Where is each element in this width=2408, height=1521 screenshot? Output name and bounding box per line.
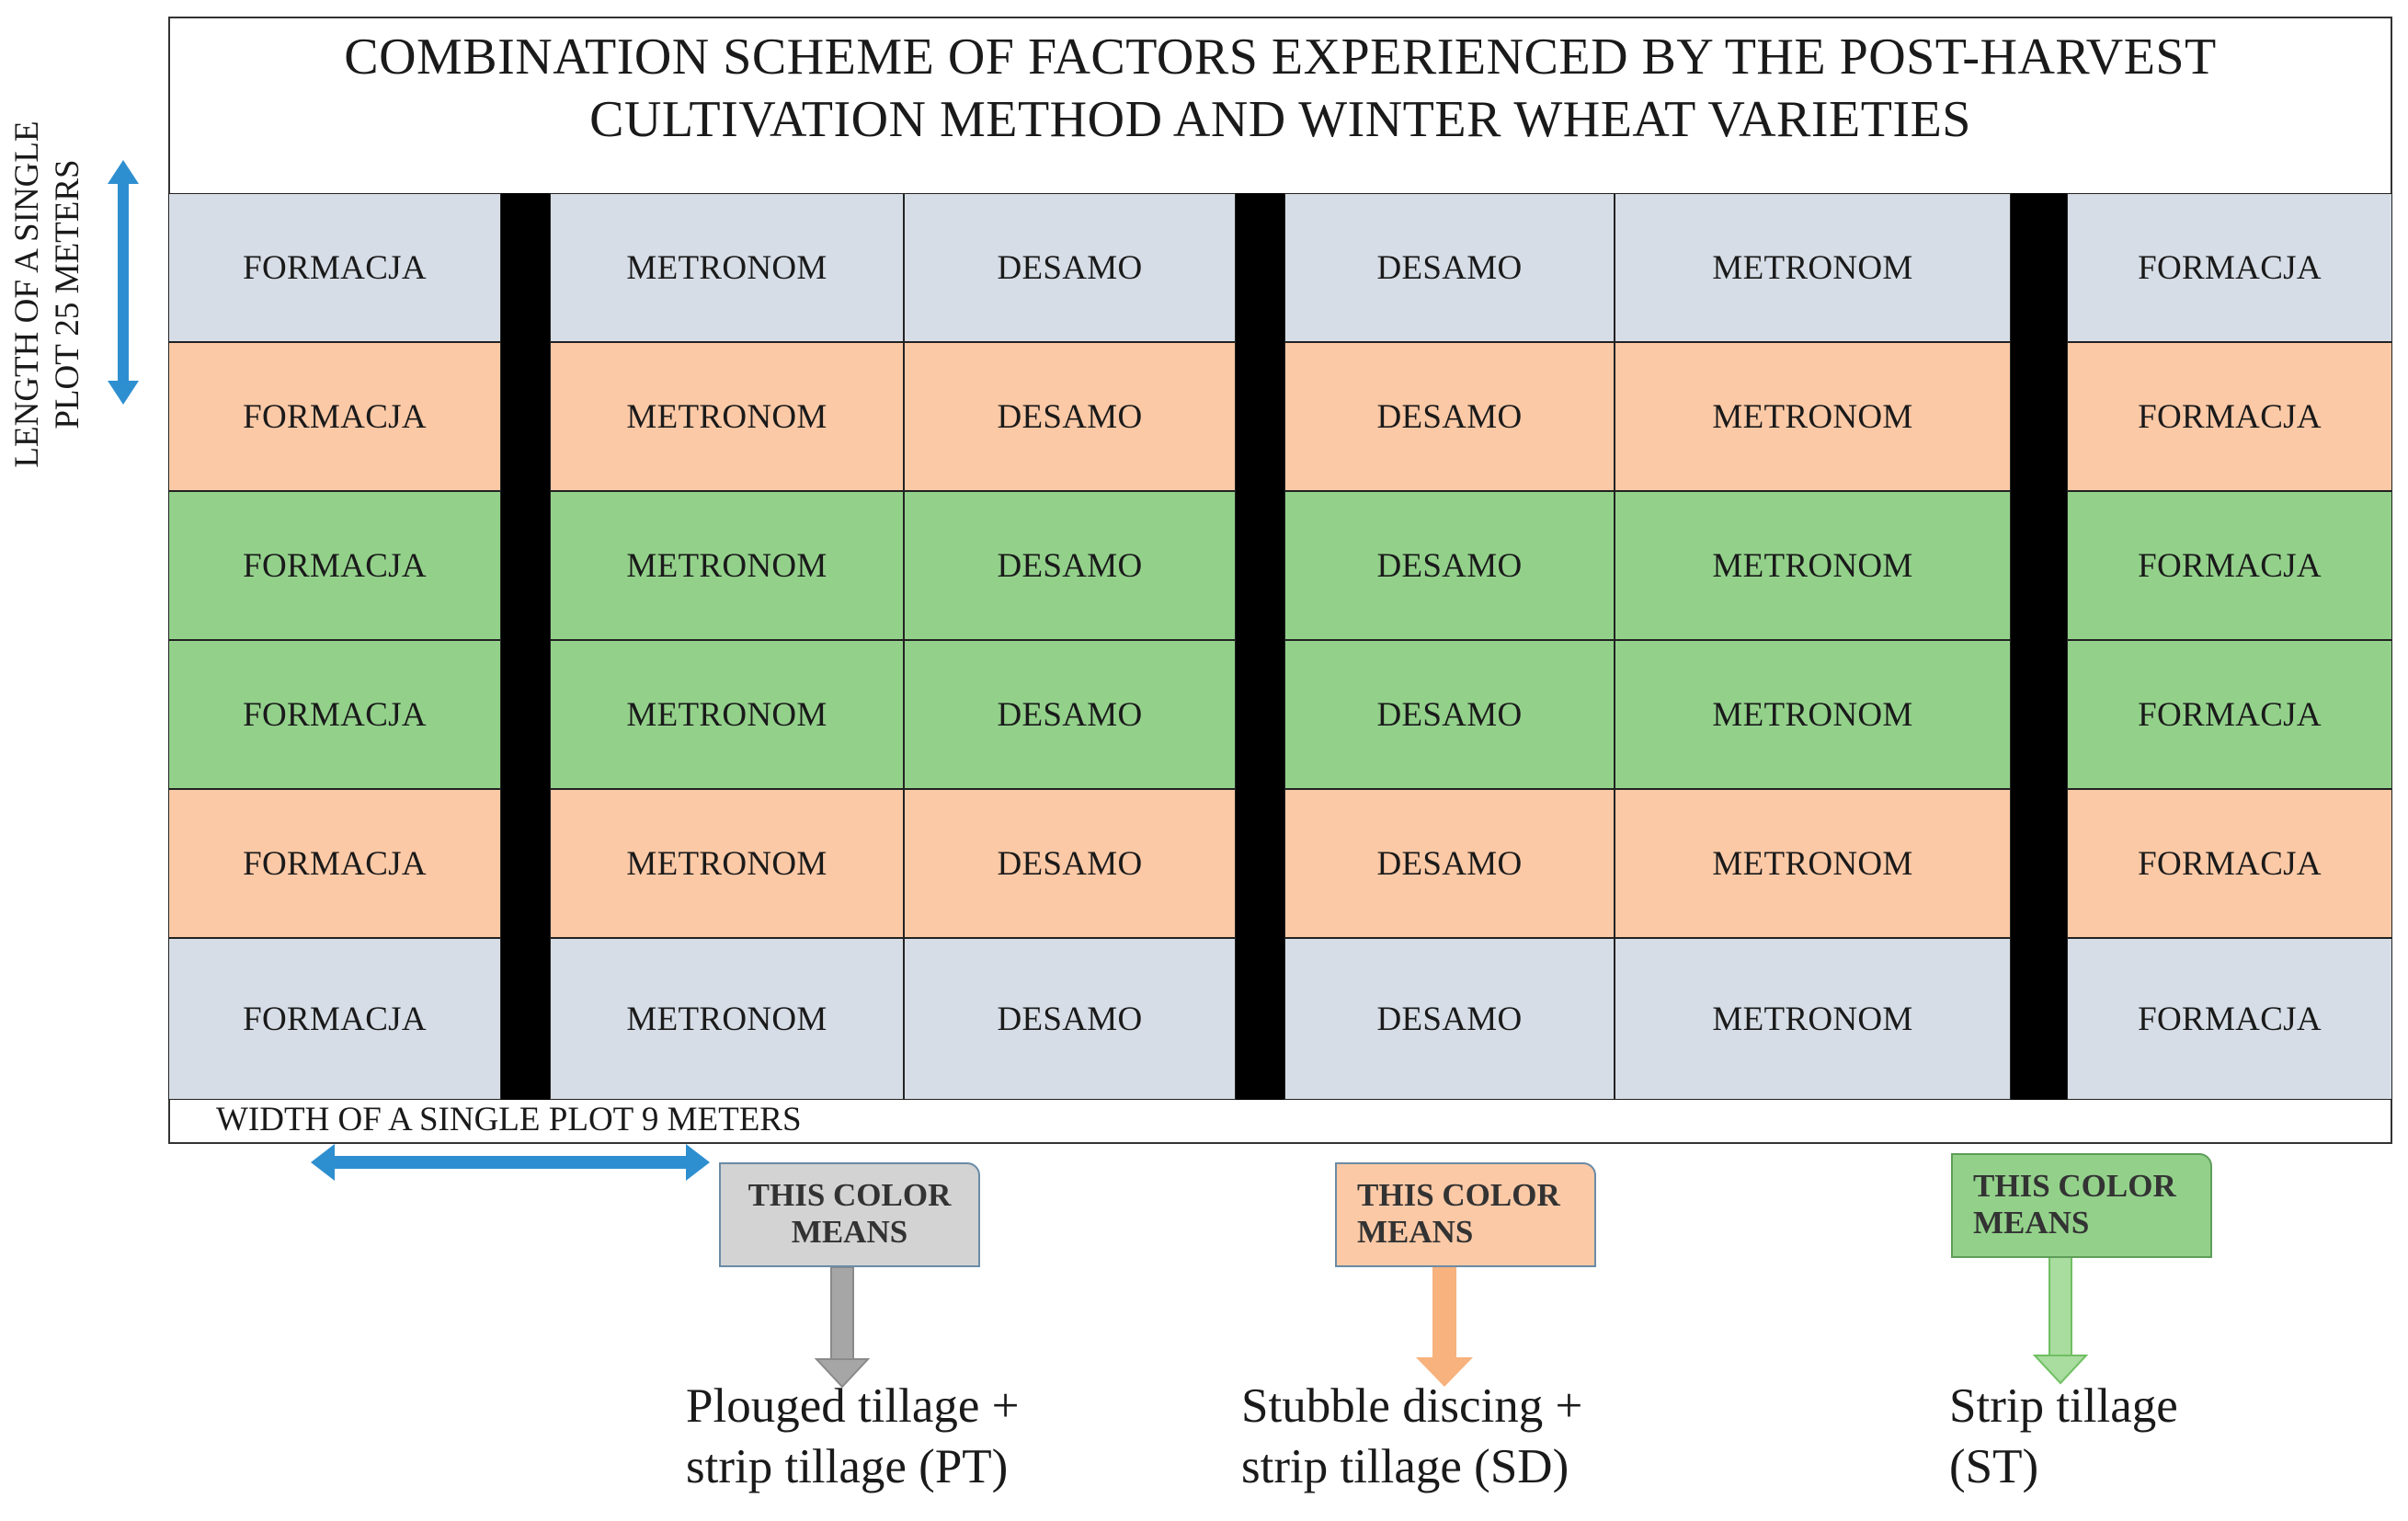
- plot-cell: FORMACJA: [2067, 193, 2392, 342]
- plot-grid: FORMACJA METRONOM DESAMO DESAMO METRONOM FORM…: [168, 193, 2392, 1100]
- plot-cell: FORMACJA: [2067, 789, 2392, 938]
- plot-cell: METRONOM: [550, 938, 904, 1100]
- plot-cell: DESAMO: [904, 938, 1236, 1100]
- plot-cell: FORMACJA: [2067, 491, 2392, 640]
- plot-cell: FORMACJA: [168, 491, 501, 640]
- plot-cell: METRONOM: [1615, 342, 2011, 491]
- legend-box-sd-line-1: THIS COLOR: [1357, 1177, 1560, 1213]
- plot-separator: [501, 193, 550, 1100]
- plot-separator: [1236, 193, 1284, 1100]
- plot-cell: DESAMO: [1284, 640, 1615, 789]
- width-arrow-icon: [311, 1144, 710, 1181]
- plot-cell: DESAMO: [904, 193, 1236, 342]
- legend-text-sd-line-2: strip tillage (SD): [1241, 1440, 1569, 1493]
- plot-cell: FORMACJA: [2067, 640, 2392, 789]
- plot-cell: METRONOM: [1615, 640, 2011, 789]
- plot-cell: DESAMO: [1284, 938, 1615, 1100]
- plot-row: FORMACJA METRONOM DESAMO DESAMO METRONOM FORM…: [168, 938, 2392, 1100]
- plot-cell: FORMACJA: [168, 789, 501, 938]
- plot-row: FORMACJA METRONOM DESAMO DESAMO METRONOM FORM…: [168, 789, 2392, 938]
- plot-cell: FORMACJA: [168, 640, 501, 789]
- length-arrow-icon: [108, 160, 139, 405]
- legend-text-pt-line-2: strip tillage (PT): [686, 1440, 1009, 1493]
- plot-cell: DESAMO: [904, 640, 1236, 789]
- plot-cell: FORMACJA: [168, 342, 501, 491]
- legend-arrow-pt-icon: [814, 1266, 871, 1389]
- plot-cell: DESAMO: [1284, 342, 1615, 491]
- plot-row: FORMACJA METRONOM DESAMO DESAMO METRONOM FORM…: [168, 342, 2392, 491]
- title-line-2: CULTIVATION METHOD AND WINTER WHEAT VARI…: [589, 91, 1971, 148]
- legend-text-st: Strip tillage (ST): [1949, 1376, 2178, 1497]
- plot-cell: METRONOM: [1615, 938, 2011, 1100]
- legend-text-sd-line-1: Stubble discing +: [1241, 1379, 1583, 1433]
- legend-box-pt: THIS COLOR MEANS: [719, 1162, 980, 1267]
- plot-cell: DESAMO: [904, 789, 1236, 938]
- plot-cell: METRONOM: [550, 640, 904, 789]
- plot-cell: DESAMO: [904, 491, 1236, 640]
- legend-text-sd: Stubble discing + strip tillage (SD): [1241, 1376, 1582, 1497]
- plot-cell: METRONOM: [550, 193, 904, 342]
- plot-row: FORMACJA METRONOM DESAMO DESAMO METRONOM FORM…: [168, 640, 2392, 789]
- plot-cell: DESAMO: [1284, 491, 1615, 640]
- legend-box-pt-line-2: MEANS: [791, 1214, 908, 1250]
- legend-box-st-line-2: MEANS: [1973, 1205, 2090, 1241]
- plot-cell: DESAMO: [1284, 789, 1615, 938]
- legend-box-st: THIS COLOR MEANS: [1951, 1153, 2212, 1258]
- plot-row: FORMACJA METRONOM DESAMO DESAMO METRONOM FORM…: [168, 491, 2392, 640]
- plot-cell: FORMACJA: [168, 193, 501, 342]
- legend-arrow-sd-icon: [1416, 1267, 1473, 1387]
- legend-box-pt-line-1: THIS COLOR: [748, 1177, 952, 1213]
- plot-cell: DESAMO: [1284, 193, 1615, 342]
- legend-box-sd-line-2: MEANS: [1357, 1214, 1474, 1250]
- legend-box-sd: THIS COLOR MEANS: [1335, 1162, 1596, 1267]
- plot-cell: METRONOM: [550, 342, 904, 491]
- legend-text-st-line-2: (ST): [1949, 1440, 2039, 1493]
- legend-box-st-line-1: THIS COLOR: [1973, 1168, 2176, 1204]
- plot-cell: METRONOM: [550, 491, 904, 640]
- legend-arrow-st-icon: [2032, 1255, 2089, 1385]
- plot-cell: DESAMO: [904, 342, 1236, 491]
- plot-separator: [2011, 193, 2067, 1100]
- plot-cell: FORMACJA: [2067, 342, 2392, 491]
- plot-cell: METRONOM: [550, 789, 904, 938]
- plot-cell: METRONOM: [1615, 789, 2011, 938]
- legend-text-st-line-1: Strip tillage: [1949, 1379, 2178, 1433]
- diagram-title: COMBINATION SCHEME OF FACTORS EXPERIENCE…: [168, 17, 2392, 151]
- plot-row: FORMACJA METRONOM DESAMO DESAMO METRONOM FORM…: [168, 193, 2392, 342]
- plot-cell: FORMACJA: [2067, 938, 2392, 1100]
- title-line-1: COMBINATION SCHEME OF FACTORS EXPERIENCE…: [344, 29, 2217, 86]
- legend-text-pt-line-1: Plouged tillage +: [686, 1379, 1020, 1433]
- plot-cell: METRONOM: [1615, 193, 2011, 342]
- plot-cell: METRONOM: [1615, 491, 2011, 640]
- plot-cell: FORMACJA: [168, 938, 501, 1100]
- width-label: WIDTH OF A SINGLE PLOT 9 METERS: [216, 1101, 802, 1138]
- legend-text-pt: Plouged tillage + strip tillage (PT): [686, 1376, 1020, 1497]
